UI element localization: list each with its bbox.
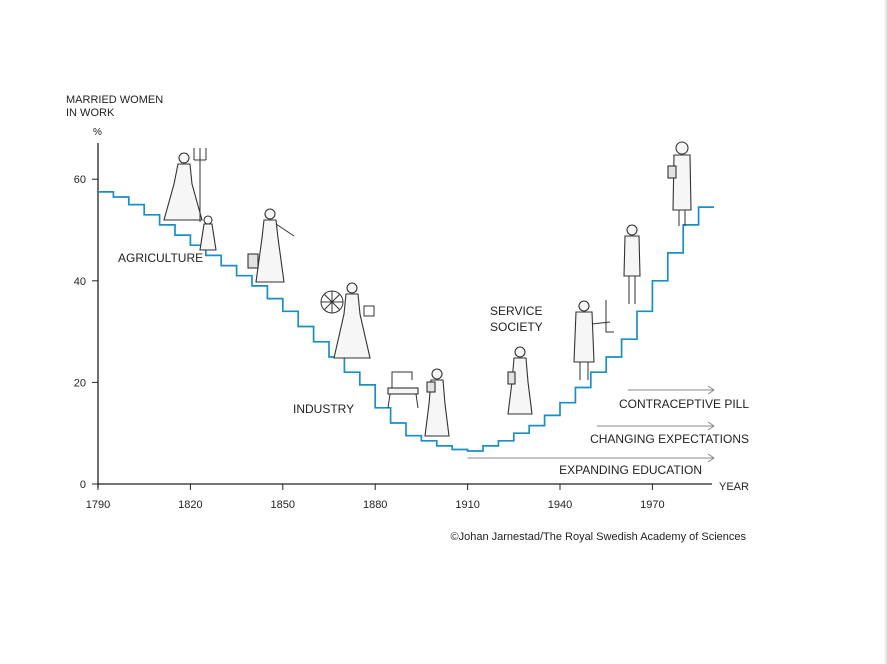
annotation-industry: INDUSTRY — [293, 402, 354, 416]
label-contraceptive-pill: CONTRACEPTIVE PILL — [619, 397, 749, 411]
annotation-agriculture: AGRICULTURE — [118, 251, 203, 265]
y-ticks: 0 20 40 60 — [74, 174, 98, 491]
arrowhead-changing-expectations — [707, 421, 715, 431]
y-axis-label-line1: MARRIED WOMEN — [66, 94, 163, 106]
image-credit: ©Johan Jarnestad/The Royal Swedish Acade… — [451, 531, 747, 543]
right-border — [885, 0, 887, 664]
annotation-service-line2: SOCIETY — [490, 320, 543, 334]
arrowhead-expanding-education — [707, 453, 715, 463]
x-tick-label: 1790 — [86, 499, 110, 511]
x-tick-label: 1820 — [178, 499, 202, 511]
x-axis-label: YEAR — [719, 481, 749, 493]
sewing-machine-figure — [387, 371, 419, 409]
annotation-service-line1: SERVICE — [490, 304, 542, 318]
x-tick-label: 1940 — [548, 499, 572, 511]
farm-woman-figure — [163, 148, 207, 222]
child-figure — [199, 215, 217, 251]
office-woman-figure — [507, 346, 533, 415]
y-tick-label: 20 — [74, 377, 86, 389]
x-tick-label: 1850 — [271, 499, 295, 511]
x-tick-label: 1910 — [455, 499, 479, 511]
y-axis-unit: % — [93, 127, 102, 138]
y-tick-label: 0 — [80, 479, 86, 491]
series-step-line — [98, 191, 714, 452]
x-ticks: 1790 1820 1850 1880 1910 1940 1970 — [86, 484, 665, 511]
label-changing-expectations: CHANGING EXPECTATIONS — [590, 432, 749, 446]
trend-arrows: CONTRACEPTIVE PILL CHANGING EXPECTATIONS… — [467, 385, 749, 477]
maid-with-bucket-figure — [247, 208, 295, 283]
professional-woman-figure — [667, 141, 692, 226]
scientist-figure — [573, 300, 614, 380]
arrowhead-contraceptive-pill — [707, 385, 715, 395]
businesswoman-figure — [623, 224, 641, 304]
y-tick-label: 60 — [74, 174, 86, 186]
y-axis-label-line2: IN WORK — [66, 107, 115, 119]
x-tick-label: 1970 — [640, 499, 664, 511]
label-expanding-education: EXPANDING EDUCATION — [559, 463, 702, 477]
factory-worker-figure — [424, 368, 450, 437]
y-tick-label: 40 — [74, 276, 86, 288]
spinning-woman-figure — [320, 282, 375, 359]
x-tick-label: 1880 — [363, 499, 387, 511]
